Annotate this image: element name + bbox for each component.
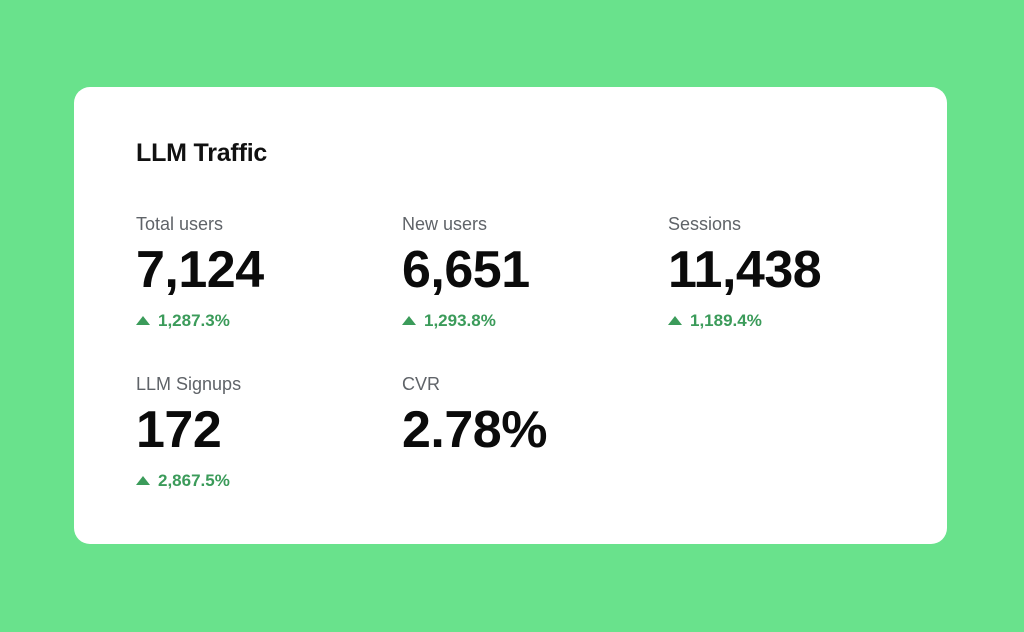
triangle-up-icon — [668, 315, 682, 325]
triangle-up-icon — [402, 315, 416, 325]
metric-delta: 1,293.8% — [402, 311, 642, 331]
metric-value: 11,438 — [668, 241, 822, 299]
metric-new-users: New users 6,651 1,293.8% — [402, 213, 642, 331]
triangle-up-icon — [136, 315, 150, 325]
metric-llm-signups: LLM Signups 172 2,867.5% — [136, 373, 376, 491]
metric-label: LLM Signups — [136, 374, 242, 394]
metric-delta-value: 1,189.4% — [690, 311, 762, 330]
metric-value: 172 — [136, 401, 222, 459]
metric-total-users: Total users 7,124 1,287.3% — [136, 213, 376, 331]
metric-value: 6,651 — [402, 241, 530, 299]
metric-delta-value: 1,293.8% — [424, 311, 496, 330]
metric-label: CVR — [402, 374, 441, 394]
card-title: LLM Traffic — [136, 139, 268, 167]
llm-traffic-card: LLM Traffic Total users 7,124 1,287.3% N… — [74, 87, 947, 544]
metric-delta: 1,189.4% — [668, 311, 908, 331]
triangle-up-icon — [136, 475, 150, 485]
metric-value: 7,124 — [136, 241, 264, 299]
metric-cvr: CVR 2.78% — [402, 373, 642, 457]
metric-delta-value: 2,867.5% — [158, 471, 230, 490]
metric-delta-value: 1,287.3% — [158, 311, 230, 330]
metric-delta: 2,867.5% — [136, 471, 376, 491]
metric-delta: 1,287.3% — [136, 311, 376, 331]
metric-label: Total users — [136, 214, 224, 234]
metric-label: Sessions — [668, 214, 742, 234]
metric-value: 2.78% — [402, 401, 547, 459]
metric-sessions: Sessions 11,438 1,189.4% — [668, 213, 908, 331]
metric-label: New users — [402, 214, 488, 234]
